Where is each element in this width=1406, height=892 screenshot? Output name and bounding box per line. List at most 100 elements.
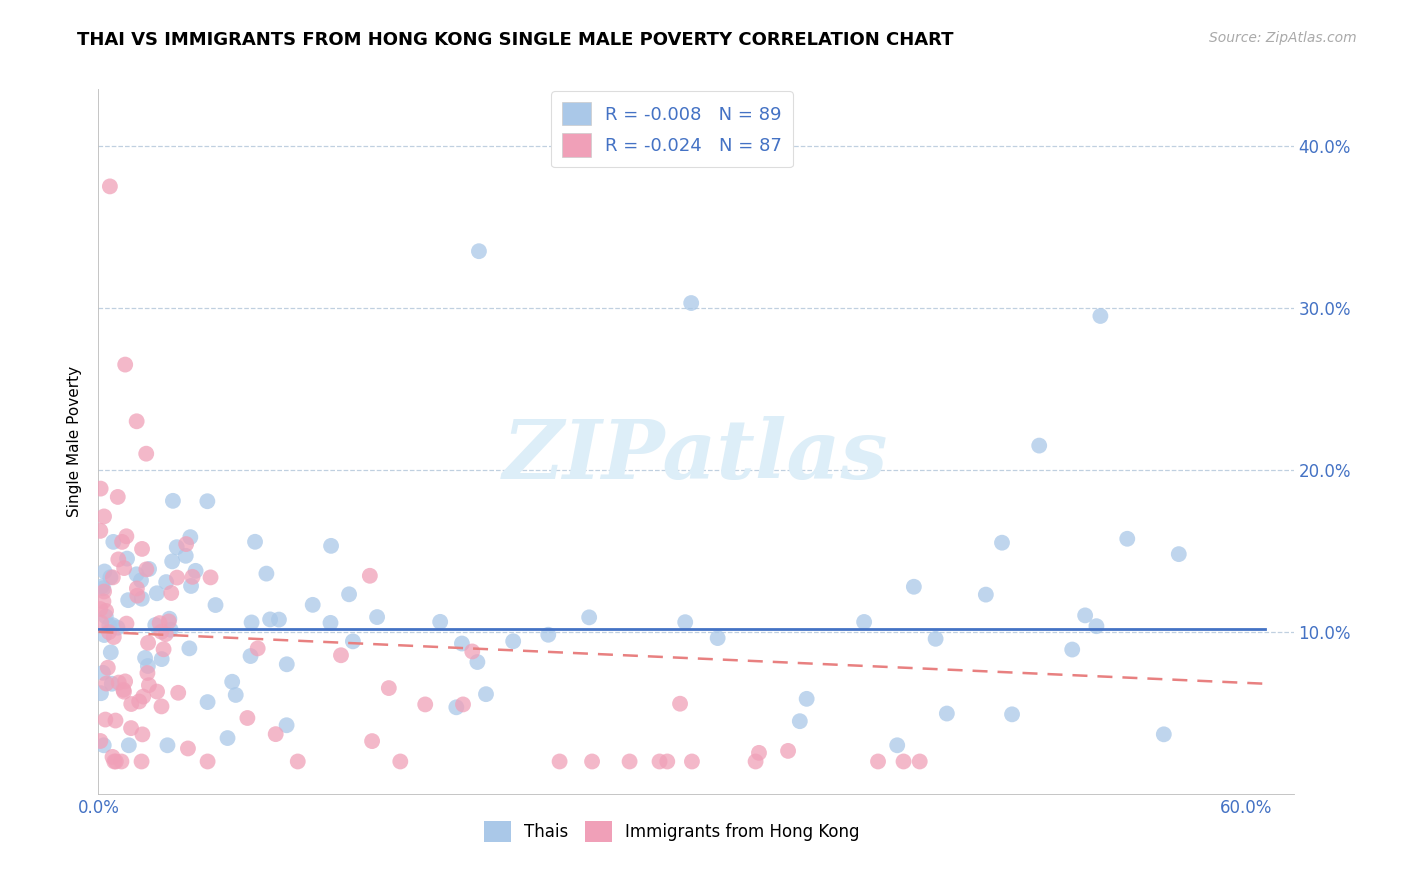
Point <box>673 615 696 630</box>
Point <box>502 634 524 648</box>
Point <box>204 598 226 612</box>
Point <box>446 700 468 714</box>
Point <box>796 691 818 706</box>
Point <box>217 731 239 745</box>
Point <box>91 581 114 595</box>
Point <box>138 562 160 576</box>
Point <box>267 613 290 627</box>
Point <box>160 554 183 568</box>
Point <box>179 641 201 656</box>
Point <box>276 657 298 672</box>
Point <box>254 566 277 581</box>
Point <box>94 609 117 624</box>
Point <box>107 621 129 635</box>
Point <box>155 575 177 590</box>
Point <box>98 618 121 632</box>
Point <box>361 734 384 748</box>
Point <box>150 624 173 639</box>
Point <box>744 755 766 769</box>
Point <box>117 593 139 607</box>
Point <box>150 699 173 714</box>
Point <box>301 598 323 612</box>
Point <box>115 616 138 631</box>
Point <box>1028 439 1050 453</box>
Point <box>131 591 153 606</box>
Point <box>120 721 142 735</box>
Point <box>104 755 127 769</box>
Point <box>681 296 703 310</box>
Point <box>152 642 174 657</box>
Point <box>90 579 112 593</box>
Point <box>96 676 118 690</box>
Point <box>149 616 172 631</box>
Point <box>103 534 125 549</box>
Point <box>112 682 135 697</box>
Point <box>359 568 381 582</box>
Point <box>115 551 138 566</box>
Point <box>101 677 124 691</box>
Point <box>319 539 342 553</box>
Point <box>114 674 136 689</box>
Point <box>1085 619 1108 633</box>
Point <box>93 509 115 524</box>
Point <box>239 648 262 663</box>
Point <box>886 739 908 753</box>
Point <box>195 494 218 508</box>
Point <box>103 755 125 769</box>
Point <box>90 615 112 630</box>
Point <box>89 602 111 616</box>
Point <box>451 636 474 650</box>
Point <box>167 686 190 700</box>
Point <box>159 623 181 637</box>
Point <box>200 570 222 584</box>
Point <box>128 694 150 708</box>
Point <box>131 541 153 556</box>
Point <box>125 567 148 582</box>
Point <box>157 612 180 626</box>
Point <box>118 739 141 753</box>
Point <box>89 734 111 748</box>
Point <box>100 570 122 584</box>
Point <box>150 652 173 666</box>
Point <box>413 698 436 712</box>
Point <box>197 755 219 769</box>
Text: THAI VS IMMIGRANTS FROM HONG KONG SINGLE MALE POVERTY CORRELATION CHART: THAI VS IMMIGRANTS FROM HONG KONG SINGLE… <box>77 31 953 49</box>
Point <box>548 755 571 769</box>
Point <box>184 564 207 578</box>
Point <box>107 552 129 566</box>
Point <box>131 755 153 769</box>
Point <box>451 698 474 712</box>
Point <box>125 414 148 428</box>
Point <box>706 631 728 645</box>
Point <box>259 612 281 626</box>
Point <box>179 530 201 544</box>
Point <box>115 529 138 543</box>
Point <box>103 630 125 644</box>
Text: Source: ZipAtlas.com: Source: ZipAtlas.com <box>1209 31 1357 45</box>
Point <box>366 610 388 624</box>
Point <box>93 739 115 753</box>
Point <box>578 610 600 624</box>
Point <box>127 589 149 603</box>
Point <box>174 549 197 563</box>
Point <box>160 586 183 600</box>
Point <box>657 755 679 769</box>
Point <box>429 615 451 629</box>
Point <box>136 666 159 681</box>
Point <box>131 727 153 741</box>
Point <box>155 627 177 641</box>
Point <box>91 665 114 680</box>
Point <box>648 755 671 769</box>
Point <box>166 571 188 585</box>
Point <box>98 625 121 640</box>
Point <box>94 604 117 618</box>
Point <box>1153 727 1175 741</box>
Point <box>389 755 412 769</box>
Point <box>120 697 142 711</box>
Point <box>177 741 200 756</box>
Point <box>94 713 117 727</box>
Point <box>287 755 309 769</box>
Point <box>134 651 156 665</box>
Point <box>146 586 169 600</box>
Point <box>276 718 298 732</box>
